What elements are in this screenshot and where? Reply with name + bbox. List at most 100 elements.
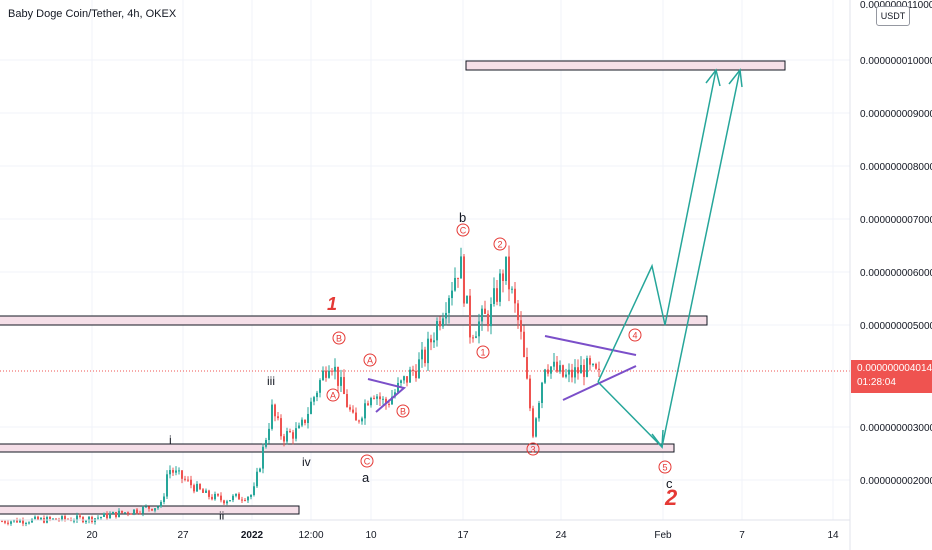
wave-label-i: i	[169, 433, 172, 447]
candle-body	[136, 509, 138, 514]
candle-body	[85, 520, 87, 523]
candle-body	[127, 512, 129, 514]
candle-body	[283, 436, 285, 442]
triangle-pattern-small[interactable]	[367, 378, 407, 413]
price-axis[interactable]: 0.000000011000 0.000000010000 0.00000000…	[860, 0, 932, 487]
candle-body	[109, 513, 111, 519]
candle-body	[205, 490, 207, 493]
candle-body	[466, 295, 468, 304]
price-label: 0.000000010000	[860, 56, 932, 67]
candle-body	[403, 376, 405, 381]
candle-body	[577, 367, 579, 374]
candle-body	[292, 432, 294, 439]
resistance-zone-top[interactable]	[465, 60, 786, 71]
time-label: 14	[827, 530, 839, 541]
grid	[0, 0, 850, 520]
candle-body	[532, 408, 534, 437]
candle-body	[28, 522, 30, 524]
candle-body	[265, 440, 267, 447]
bar-countdown: 01:28:04	[857, 377, 896, 388]
candle-body	[181, 470, 183, 479]
candle-body	[409, 369, 411, 383]
candle-body	[238, 493, 240, 500]
candle-body	[52, 518, 54, 520]
wave-circle	[658, 460, 672, 474]
wave-circle	[526, 442, 540, 456]
wave-label-iii: iii	[267, 374, 275, 388]
time-label: Feb	[654, 530, 672, 541]
candle-body	[397, 382, 399, 393]
candle-body	[412, 369, 414, 371]
candle-body	[241, 499, 243, 501]
candle-body	[523, 331, 525, 358]
candle-body	[160, 501, 162, 507]
candle-body	[406, 376, 408, 383]
candle-body	[139, 513, 141, 515]
candle-body	[484, 308, 486, 314]
resistance-zone-mid[interactable]	[0, 315, 708, 326]
candle-body	[304, 419, 306, 424]
price-label: 0.000000007000	[860, 215, 932, 226]
candle-body	[214, 493, 216, 500]
candle-body	[415, 370, 417, 379]
candle-body	[103, 513, 105, 517]
candle-body	[340, 377, 342, 386]
candle-body	[559, 365, 561, 372]
wave-label-c: c	[666, 476, 673, 491]
candle-body	[517, 303, 519, 321]
candle-body	[334, 366, 336, 372]
candle-body	[16, 519, 18, 523]
candle-body	[469, 295, 471, 338]
candle-body	[418, 359, 420, 379]
candle-body	[217, 493, 219, 496]
candle-body	[256, 471, 258, 487]
candle-body	[154, 508, 156, 511]
time-label: 10	[365, 530, 377, 541]
candle-body	[7, 522, 9, 524]
candle-body	[268, 428, 270, 441]
candle-body	[13, 519, 15, 522]
candle-body	[508, 256, 510, 290]
candle-body	[121, 510, 123, 513]
time-label: 24	[555, 530, 567, 541]
candle-body	[178, 470, 180, 472]
candle-body	[313, 397, 315, 402]
projection-path[interactable]	[597, 68, 743, 450]
candle-body	[391, 396, 393, 405]
candle-body	[529, 378, 531, 409]
wave-circle	[363, 353, 377, 367]
candle-body	[442, 318, 444, 327]
candle-body	[598, 368, 600, 370]
candle-body	[352, 409, 354, 413]
candle-body	[460, 256, 462, 279]
candle-body	[580, 364, 582, 374]
candle-body	[574, 367, 576, 378]
candle-body	[400, 380, 402, 383]
candle-body	[4, 521, 6, 523]
wave-label-1: 1	[327, 294, 337, 314]
candle-body	[175, 470, 177, 473]
candle-body	[430, 338, 432, 343]
unit-selector[interactable]: USDT	[876, 6, 910, 26]
candle-body	[490, 304, 492, 327]
wave-circle	[628, 328, 642, 342]
price-label: 0.000000002000	[860, 476, 932, 487]
candle-body	[331, 370, 333, 372]
candle-body	[358, 420, 360, 422]
chart-title: Baby Doge Coin/Tether, 4h, OKEX	[8, 8, 177, 20]
wave-circle-label: 5	[662, 463, 667, 473]
candle-body	[286, 431, 288, 442]
candle-body	[346, 394, 348, 408]
candle-body	[145, 506, 147, 508]
wave-circle-label: C	[364, 457, 371, 467]
candle-body	[79, 515, 81, 518]
candle-body	[457, 277, 459, 279]
candle-body	[115, 511, 117, 518]
time-axis[interactable]: 20 27 2022 12:00 10 17 24 Feb 7 14	[86, 530, 839, 541]
candle-body	[169, 470, 171, 475]
support-zone[interactable]	[0, 443, 675, 453]
candle-body	[25, 522, 27, 524]
candle-body	[307, 413, 309, 424]
candle-body	[163, 496, 165, 502]
